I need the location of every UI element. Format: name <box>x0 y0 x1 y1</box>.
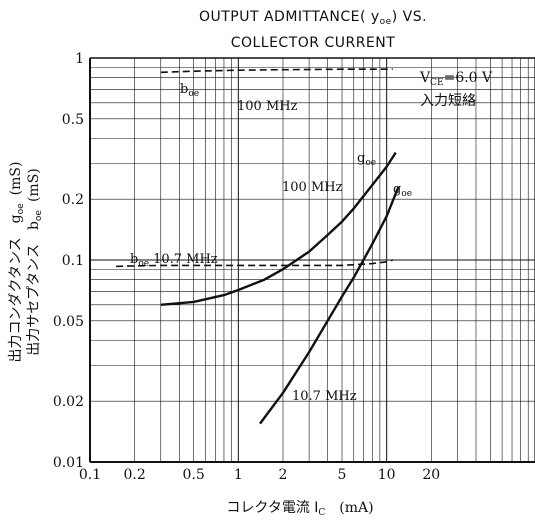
x-tick-labels: 0.1 0.2 0.5 1 2 5 10 20 <box>79 467 440 483</box>
condition-vce: VCE=6.0 V <box>419 70 493 88</box>
condition-input-short: 入力短絡 <box>420 93 476 109</box>
y-tick-label: 0.2 <box>62 192 84 208</box>
series-boe-100 <box>160 68 393 74</box>
curve-label-goe-10.7: 10.7 MHz <box>292 389 357 404</box>
x-tick-label: 5 <box>338 467 347 483</box>
chart-title-line-1: OUTPUT ADMITTANCE( yoe) VS. <box>199 9 427 27</box>
x-tick-label: 0.5 <box>183 467 205 483</box>
series-goe-100 <box>160 151 397 306</box>
series-group <box>116 68 400 425</box>
curve-label-boe-10.7: boe 10.7 MHz <box>130 252 218 269</box>
grid <box>89 57 535 463</box>
series-goe-10.7 <box>259 186 400 425</box>
curve-label-goe-10.7: goe <box>393 182 412 199</box>
y-tick-label: 0.01 <box>53 455 84 471</box>
x-tick-label: 10 <box>378 467 396 483</box>
x-tick-label: 2 <box>279 467 288 483</box>
y-axis-label-line-2: 出力サセプタンスboe(mS) <box>26 168 44 356</box>
y-tick-labels: 0.01 0.02 0.05 0.1 0.2 0.5 1 <box>53 51 84 471</box>
chart-title-line-2: COLLECTOR CURRENT <box>231 35 396 51</box>
curve-label-goe-100: goe <box>357 151 376 168</box>
y-axis-label: 出力コンダクタンスgoe(mS) 出力サセプタンスboe(mS) <box>8 162 44 363</box>
y-tick-label: 0.05 <box>53 314 84 330</box>
y-tick-label: 0.02 <box>53 394 84 410</box>
y-tick-label: 0.1 <box>62 253 84 269</box>
curve-label-boe-100: boe <box>180 82 199 99</box>
x-tick-label: 0.1 <box>79 467 101 483</box>
x-tick-label: 0.2 <box>124 467 146 483</box>
x-tick-label: 20 <box>422 467 440 483</box>
x-tick-label: 1 <box>234 467 243 483</box>
y-axis-label-line-1: 出力コンダクタンスgoe(mS) <box>8 162 26 363</box>
y-tick-label: 0.5 <box>62 112 84 128</box>
curve-label-goe-100: 100 MHz <box>282 180 343 195</box>
y-tick-label: 1 <box>75 51 84 67</box>
curve-labels: boe 100 MHz boe 10.7 MHz goe 100 MHz goe 10.7 M… <box>130 82 412 404</box>
x-axis-label: コレクタ電流 IC (mA) <box>226 500 373 518</box>
curve-label-boe-100: 100 MHz <box>237 99 298 114</box>
series-boe-10.7 <box>116 259 394 268</box>
